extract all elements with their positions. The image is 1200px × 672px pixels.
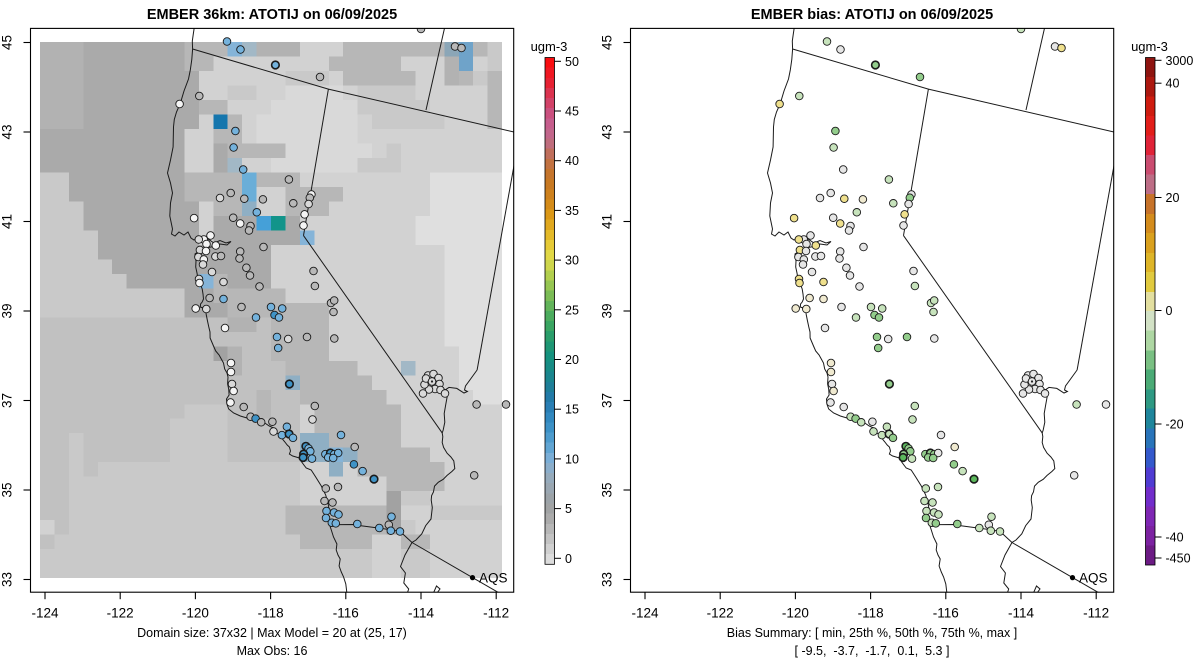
svg-text:-116: -116 xyxy=(933,606,959,621)
svg-text:10: 10 xyxy=(565,452,579,466)
svg-text:15: 15 xyxy=(565,403,579,417)
svg-text:EMBER bias: ATOTIJ on 06/09/20: EMBER bias: ATOTIJ on 06/09/2025 xyxy=(751,7,993,23)
svg-text:Domain size: 37x32 | Max Model: Domain size: 37x32 | Max Model = 20 at (… xyxy=(137,626,407,640)
svg-text:-120: -120 xyxy=(182,606,209,621)
svg-text:-122: -122 xyxy=(707,606,734,621)
svg-text:Max Obs: 16: Max Obs: 16 xyxy=(237,644,308,658)
svg-text:ugm-3: ugm-3 xyxy=(531,39,568,54)
svg-text:-118: -118 xyxy=(858,606,884,621)
svg-text:-120: -120 xyxy=(782,606,809,621)
svg-text:35: 35 xyxy=(0,482,15,497)
svg-text:20: 20 xyxy=(1166,191,1180,205)
svg-text:39: 39 xyxy=(600,303,615,318)
svg-text:-116: -116 xyxy=(333,606,359,621)
svg-text:25: 25 xyxy=(565,303,579,317)
svg-text:-112: -112 xyxy=(1083,606,1109,621)
svg-text:35: 35 xyxy=(565,204,579,218)
svg-text:3000: 3000 xyxy=(1166,54,1194,68)
svg-text:50: 50 xyxy=(565,55,579,69)
svg-text:30: 30 xyxy=(565,254,579,268)
svg-text:-20: -20 xyxy=(1166,418,1184,432)
svg-text:-124: -124 xyxy=(31,606,59,621)
svg-text:AQS: AQS xyxy=(479,571,508,586)
svg-text:33: 33 xyxy=(0,572,15,587)
svg-text:37: 37 xyxy=(600,393,615,408)
svg-text:45: 45 xyxy=(600,35,615,50)
svg-text:EMBER 36km: ATOTIJ on 06/09/20: EMBER 36km: ATOTIJ on 06/09/2025 xyxy=(147,7,397,23)
svg-text:-122: -122 xyxy=(107,606,134,621)
svg-text:0: 0 xyxy=(1166,304,1173,318)
svg-text:-112: -112 xyxy=(483,606,509,621)
svg-text:Bias Summary: [ min, 25th %, 5: Bias Summary: [ min, 25th %, 50th %, 75t… xyxy=(727,626,1017,640)
svg-text:-40: -40 xyxy=(1166,531,1184,545)
svg-text:37: 37 xyxy=(0,393,15,408)
svg-text:39: 39 xyxy=(0,303,15,318)
svg-text:45: 45 xyxy=(0,35,15,50)
svg-text:ugm-3: ugm-3 xyxy=(1131,39,1168,54)
svg-text:[ -9.5, -3.7, -1.7, 0.1, 5: [ -9.5, -3.7, -1.7, 0.1, 5.3 ] xyxy=(795,644,950,658)
svg-text:40: 40 xyxy=(1166,77,1180,91)
svg-text:-118: -118 xyxy=(258,606,284,621)
svg-text:33: 33 xyxy=(600,572,615,587)
svg-text:20: 20 xyxy=(565,353,579,367)
svg-text:-124: -124 xyxy=(631,606,659,621)
svg-text:0: 0 xyxy=(565,552,572,566)
svg-text:41: 41 xyxy=(0,214,15,229)
svg-text:43: 43 xyxy=(0,124,15,139)
svg-text:41: 41 xyxy=(600,214,615,229)
svg-text:45: 45 xyxy=(565,105,579,119)
svg-text:-114: -114 xyxy=(408,606,435,621)
svg-text:40: 40 xyxy=(565,154,579,168)
svg-text:-114: -114 xyxy=(1008,606,1035,621)
svg-text:-450: -450 xyxy=(1166,552,1191,566)
svg-text:43: 43 xyxy=(600,124,615,139)
svg-text:AQS: AQS xyxy=(1079,571,1108,586)
svg-text:35: 35 xyxy=(600,482,615,497)
svg-text:5: 5 xyxy=(565,502,572,516)
